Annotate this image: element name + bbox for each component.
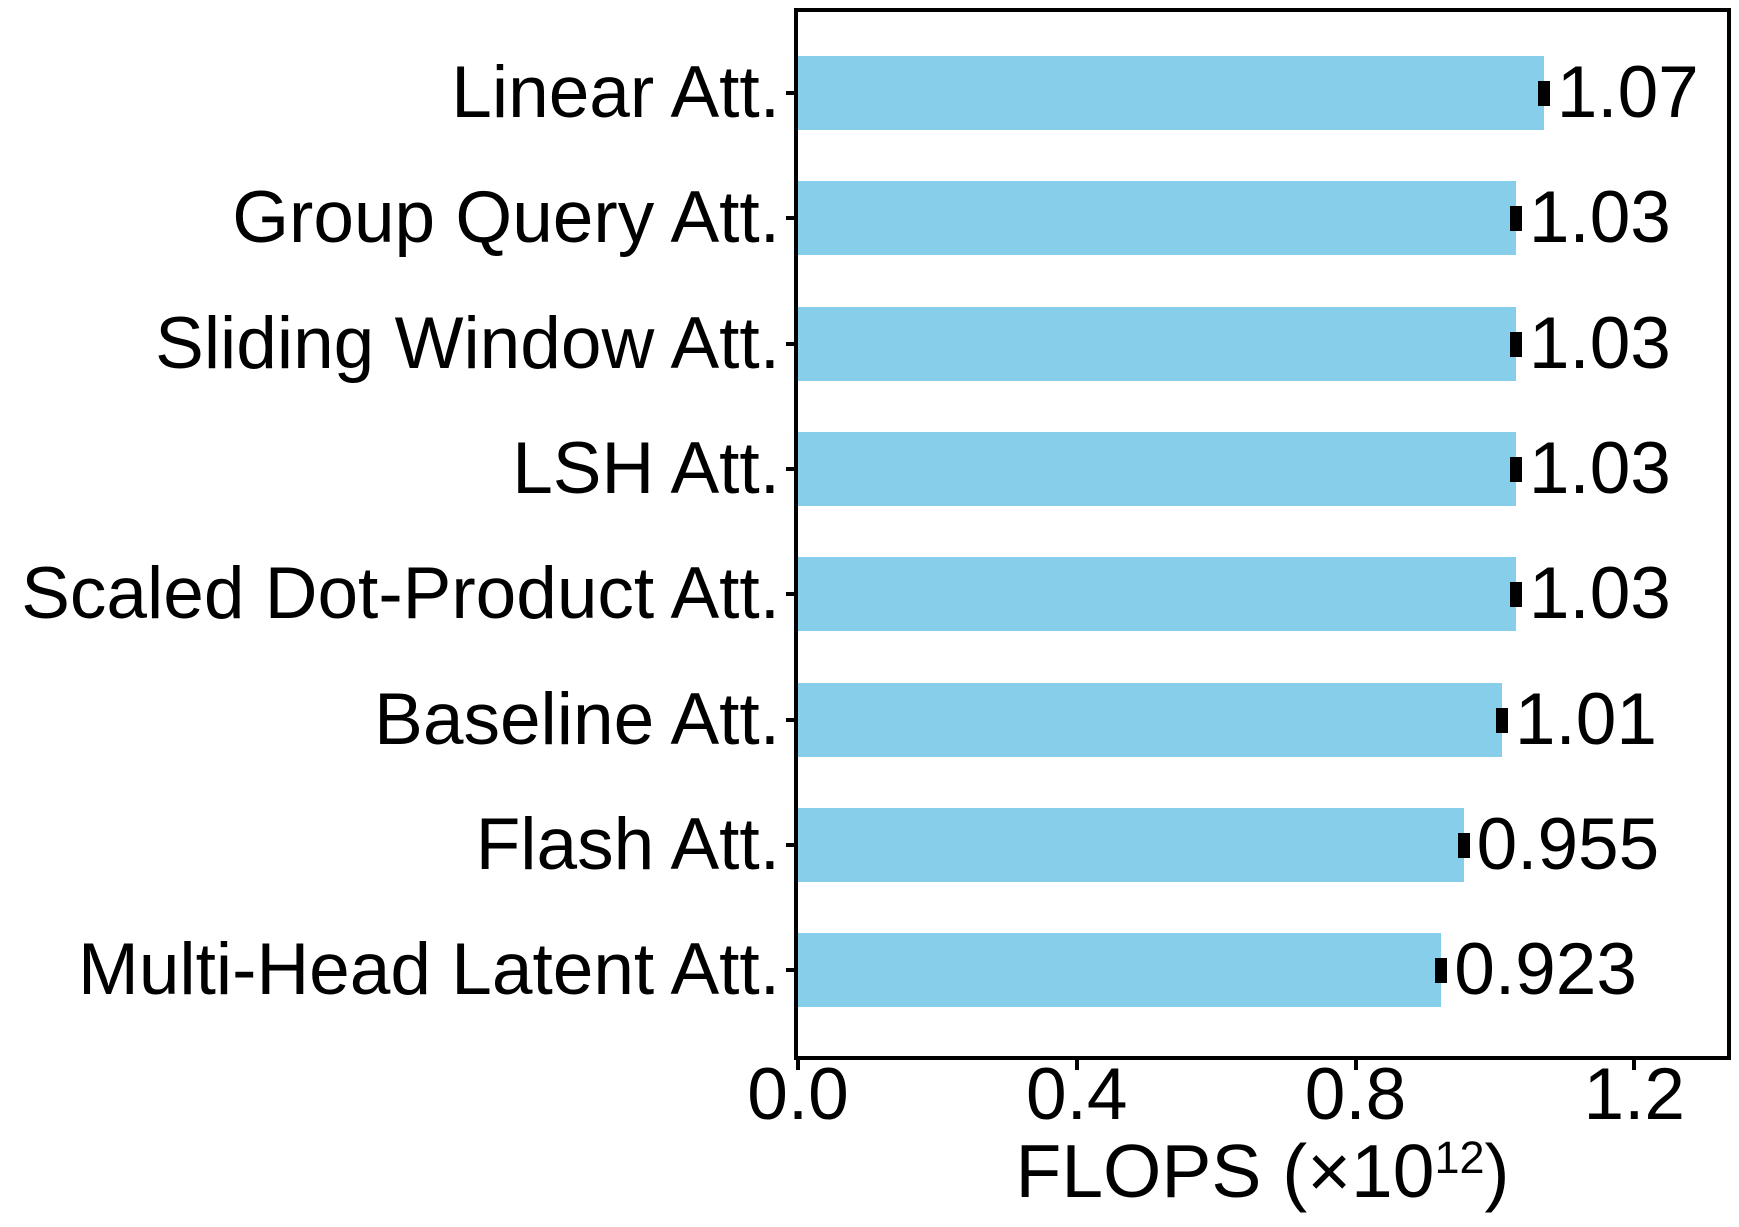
y-tick-mark bbox=[786, 91, 794, 95]
bar bbox=[798, 56, 1544, 130]
y-tick-mark bbox=[786, 341, 794, 346]
error-bar bbox=[1495, 707, 1508, 733]
x-tick-mark bbox=[796, 1060, 800, 1070]
value-label: 0.923 bbox=[1454, 929, 1637, 1011]
error-bar bbox=[1509, 331, 1522, 357]
category-label: Linear Att. bbox=[451, 52, 780, 133]
category-label: Baseline Att. bbox=[374, 678, 780, 760]
value-label: 0.955 bbox=[1476, 803, 1660, 885]
y-tick-mark bbox=[786, 717, 794, 722]
bar bbox=[798, 557, 1516, 632]
x-tick-label: 0.0 bbox=[747, 1054, 849, 1135]
x-tick-label: 0.4 bbox=[1026, 1054, 1128, 1135]
bar bbox=[798, 306, 1516, 381]
error-bar bbox=[1509, 206, 1522, 232]
x-tick-mark bbox=[1074, 1060, 1079, 1070]
bar bbox=[798, 807, 1464, 882]
bar bbox=[798, 181, 1516, 256]
bar bbox=[798, 431, 1516, 506]
error-bar bbox=[1509, 456, 1522, 482]
x-tick-mark bbox=[1632, 1060, 1637, 1070]
x-axis-label-base: FLOPS (×10 bbox=[1015, 1129, 1435, 1213]
error-bar bbox=[1457, 832, 1470, 858]
value-label: 1.03 bbox=[1528, 553, 1671, 635]
category-label: LSH Att. bbox=[512, 427, 780, 509]
bar bbox=[798, 933, 1442, 1008]
x-axis-label: FLOPS (×1012) bbox=[798, 1126, 1727, 1216]
x-tick-mark bbox=[1353, 1060, 1358, 1070]
y-tick-mark bbox=[786, 592, 794, 597]
value-label: 1.03 bbox=[1528, 302, 1671, 384]
x-axis-label-close: ) bbox=[1484, 1129, 1510, 1213]
plot-area bbox=[794, 8, 1731, 1060]
category-label: Multi-Head Latent Att. bbox=[78, 929, 780, 1011]
error-bar bbox=[1435, 958, 1448, 984]
category-label: Group Query Att. bbox=[232, 177, 780, 259]
y-tick-mark bbox=[786, 842, 794, 847]
y-tick-mark bbox=[786, 216, 794, 221]
value-label: 1.01 bbox=[1514, 678, 1657, 760]
x-tick-label: 1.2 bbox=[1583, 1054, 1686, 1135]
error-bar bbox=[1537, 81, 1550, 106]
y-tick-mark bbox=[786, 968, 794, 973]
value-label: 1.07 bbox=[1556, 52, 1699, 133]
y-tick-mark bbox=[786, 466, 794, 471]
x-tick-label: 0.8 bbox=[1304, 1054, 1407, 1135]
value-label: 1.03 bbox=[1528, 427, 1671, 509]
x-axis-label-superscript: 12 bbox=[1434, 1132, 1485, 1183]
category-label: Scaled Dot-Product Att. bbox=[21, 553, 780, 635]
error-bar bbox=[1509, 582, 1522, 608]
category-label: Flash Att. bbox=[475, 803, 780, 885]
category-label: Sliding Window Att. bbox=[155, 302, 780, 384]
bar bbox=[798, 682, 1502, 757]
value-label: 1.03 bbox=[1528, 177, 1671, 259]
